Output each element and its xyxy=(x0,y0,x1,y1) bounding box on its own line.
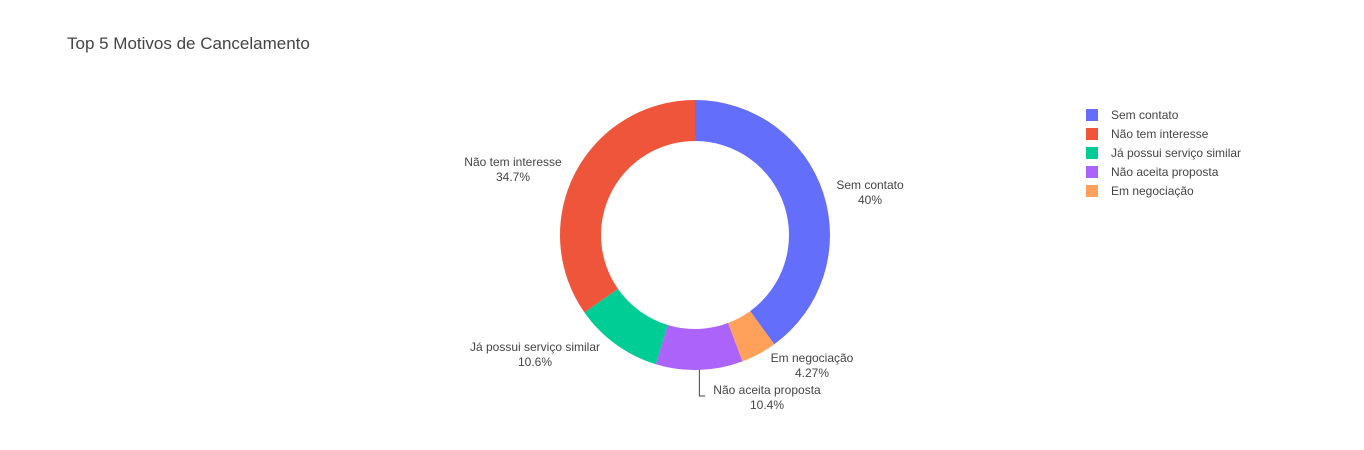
legend-swatch xyxy=(1086,127,1098,140)
slice-percent-label: 4.27% xyxy=(795,366,829,380)
slice-label: Sem contato xyxy=(836,178,904,192)
legend-item[interactable]: Já possui serviço similar xyxy=(1086,143,1241,162)
slice-percent-label: 10.6% xyxy=(518,355,552,369)
label-leader-line xyxy=(698,369,705,397)
donut-slice[interactable] xyxy=(695,100,830,345)
legend-label: Sem contato xyxy=(1111,107,1179,122)
donut-slice[interactable] xyxy=(655,323,743,370)
legend-label: Não aceita proposta xyxy=(1111,164,1219,179)
legend-swatch xyxy=(1086,165,1098,178)
legend-item[interactable]: Não aceita proposta xyxy=(1086,162,1241,181)
legend-item[interactable]: Sem contato xyxy=(1086,105,1241,124)
donut-slice[interactable] xyxy=(728,311,775,362)
legend-swatch xyxy=(1086,184,1098,197)
slice-percent-label: 10.4% xyxy=(750,398,784,412)
legend-label: Em negociação xyxy=(1111,183,1194,198)
legend-label: Não tem interesse xyxy=(1111,126,1209,141)
legend-swatch xyxy=(1086,146,1098,159)
slice-percent-label: 40% xyxy=(858,193,882,207)
legend-swatch xyxy=(1086,108,1098,121)
legend-item[interactable]: Em negociação xyxy=(1086,181,1241,200)
slice-label: Em negociação xyxy=(771,351,854,365)
chart-title: Top 5 Motivos de Cancelamento xyxy=(67,34,310,53)
slice-label: Não tem interesse xyxy=(464,155,562,169)
donut-slice[interactable] xyxy=(584,288,668,365)
legend-item[interactable]: Não tem interesse xyxy=(1086,124,1241,143)
legend-label: Já possui serviço similar xyxy=(1111,145,1242,160)
slice-label: Já possui serviço similar xyxy=(470,340,600,354)
donut-slice[interactable] xyxy=(560,100,695,313)
slice-label: Não aceita proposta xyxy=(713,383,821,397)
legend: Sem contato Não tem interesse Já possui … xyxy=(1086,105,1241,200)
slice-percent-label: 34.7% xyxy=(496,170,530,184)
